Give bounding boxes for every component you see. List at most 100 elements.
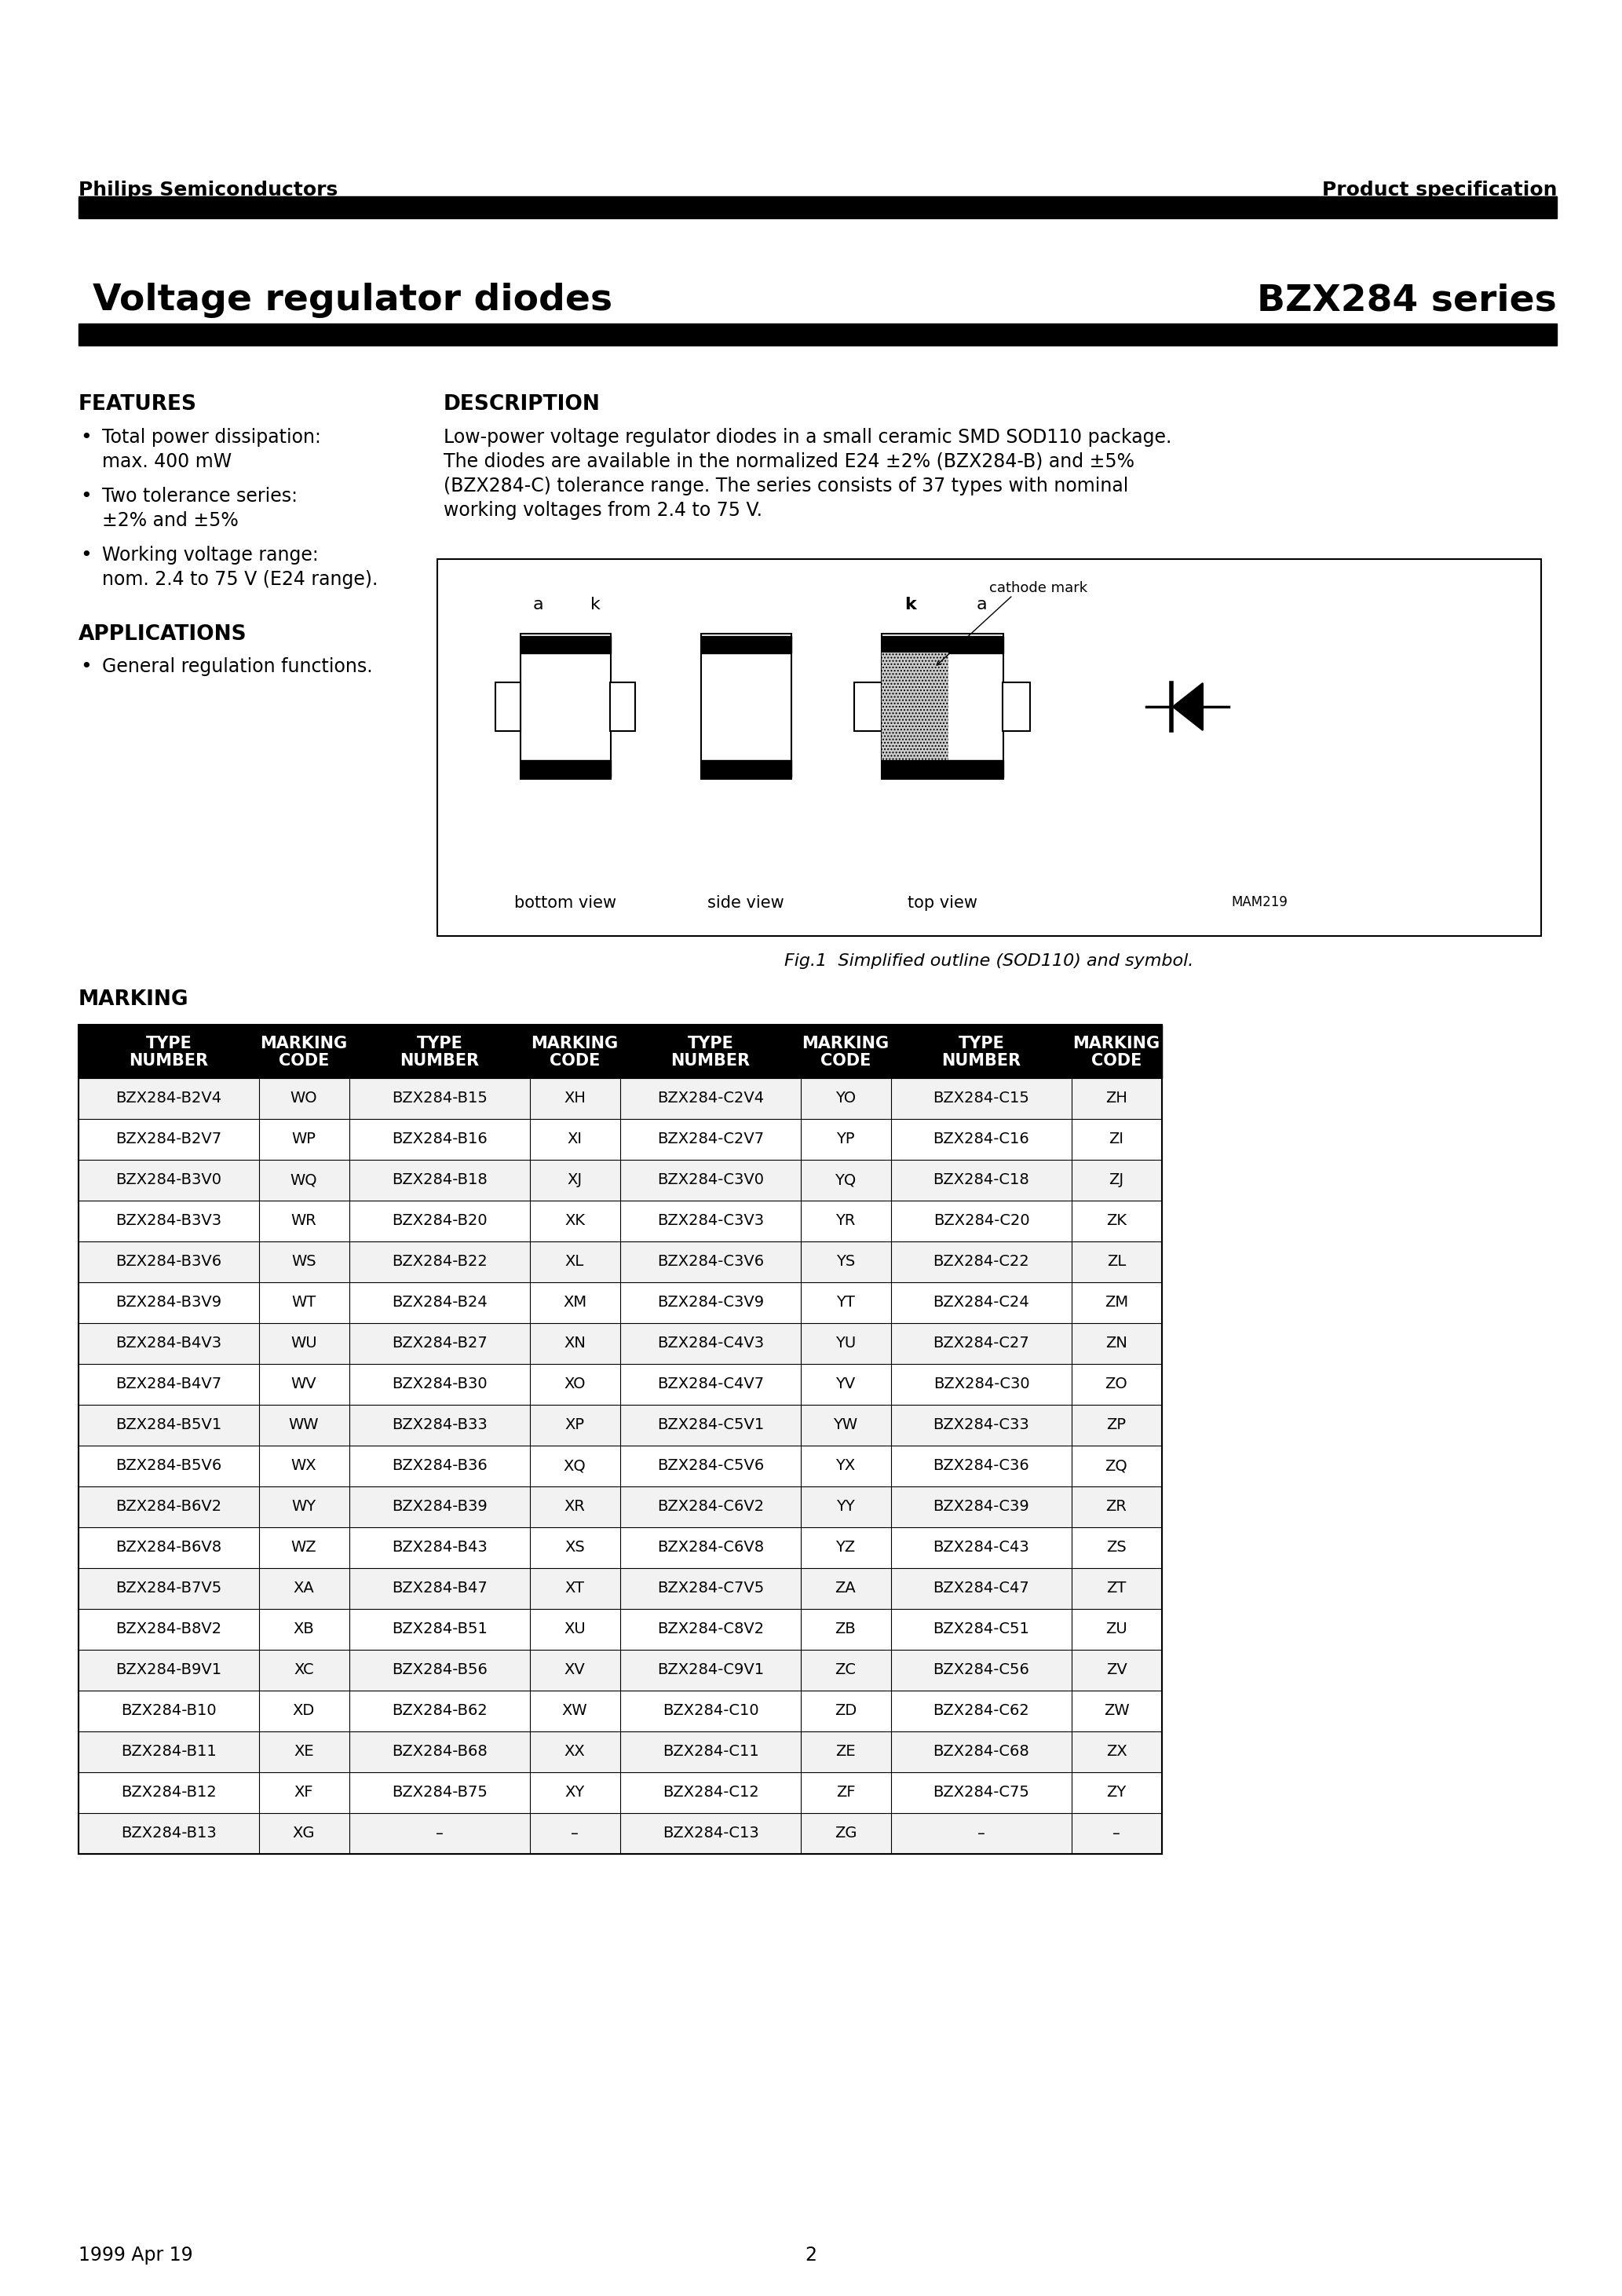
Text: WV: WV bbox=[290, 1378, 316, 1391]
Text: NUMBER: NUMBER bbox=[401, 1054, 480, 1068]
Text: CODE: CODE bbox=[1092, 1054, 1142, 1068]
Text: BZX284-C47: BZX284-C47 bbox=[933, 1582, 1030, 1596]
Text: WQ: WQ bbox=[290, 1173, 318, 1187]
Text: BZX284-B51: BZX284-B51 bbox=[393, 1621, 488, 1637]
Text: BZX284-B4V7: BZX284-B4V7 bbox=[115, 1378, 222, 1391]
Text: BZX284-C33: BZX284-C33 bbox=[933, 1417, 1030, 1433]
Text: BZX284-C4V7: BZX284-C4V7 bbox=[657, 1378, 764, 1391]
Text: ZE: ZE bbox=[835, 1745, 855, 1759]
Text: YO: YO bbox=[835, 1091, 856, 1107]
Bar bbox=[78, 1446, 1161, 1486]
Text: BZX284-B8V2: BZX284-B8V2 bbox=[115, 1621, 222, 1637]
Bar bbox=[78, 1201, 1161, 1242]
Text: XX: XX bbox=[564, 1745, 586, 1759]
Text: YZ: YZ bbox=[835, 1541, 855, 1554]
Bar bbox=[78, 1609, 1161, 1651]
Text: •: • bbox=[79, 546, 92, 565]
Text: XC: XC bbox=[294, 1662, 315, 1678]
Bar bbox=[882, 652, 949, 760]
Text: BZX284-B68: BZX284-B68 bbox=[393, 1745, 488, 1759]
Text: ZA: ZA bbox=[835, 1582, 856, 1596]
Bar bbox=[438, 560, 1541, 937]
Bar bbox=[78, 1159, 1161, 1201]
Text: top view: top view bbox=[907, 895, 976, 912]
Text: BZX284-B7V5: BZX284-B7V5 bbox=[115, 1582, 222, 1596]
Text: YR: YR bbox=[835, 1215, 855, 1228]
Text: FEATURES: FEATURES bbox=[78, 395, 196, 416]
Text: ZK: ZK bbox=[1106, 1215, 1127, 1228]
Text: ZG: ZG bbox=[834, 1825, 856, 1841]
Text: BZX284-B11: BZX284-B11 bbox=[122, 1745, 217, 1759]
Bar bbox=[701, 634, 792, 778]
Text: XN: XN bbox=[564, 1336, 586, 1350]
Text: XP: XP bbox=[564, 1417, 584, 1433]
Text: BZX284-B62: BZX284-B62 bbox=[393, 1704, 488, 1717]
Text: –: – bbox=[1113, 1825, 1121, 1841]
Text: YP: YP bbox=[837, 1132, 855, 1146]
Bar bbox=[78, 1322, 1161, 1364]
Text: TYPE: TYPE bbox=[959, 1035, 1004, 1052]
Text: ZW: ZW bbox=[1103, 1704, 1129, 1717]
Text: WP: WP bbox=[292, 1132, 316, 1146]
Bar bbox=[855, 682, 882, 730]
Text: BZX284-B27: BZX284-B27 bbox=[393, 1336, 488, 1350]
Text: BZX284-C11: BZX284-C11 bbox=[662, 1745, 759, 1759]
Text: TYPE: TYPE bbox=[146, 1035, 191, 1052]
Text: ZV: ZV bbox=[1106, 1662, 1127, 1678]
Text: YW: YW bbox=[834, 1417, 858, 1433]
Text: WX: WX bbox=[290, 1458, 316, 1474]
Text: BZX284-B4V3: BZX284-B4V3 bbox=[115, 1336, 222, 1350]
Text: MAM219: MAM219 bbox=[1231, 895, 1288, 909]
Bar bbox=[78, 1079, 1161, 1118]
Text: General regulation functions.: General regulation functions. bbox=[102, 657, 373, 675]
Bar bbox=[610, 682, 636, 730]
Text: BZX284-C30: BZX284-C30 bbox=[933, 1378, 1030, 1391]
Text: DESCRIPTION: DESCRIPTION bbox=[443, 395, 600, 416]
Text: ZB: ZB bbox=[835, 1621, 856, 1637]
Text: XL: XL bbox=[564, 1254, 584, 1270]
Text: ZS: ZS bbox=[1106, 1541, 1127, 1554]
Text: BZX284-C22: BZX284-C22 bbox=[933, 1254, 1030, 1270]
Text: •: • bbox=[79, 427, 92, 448]
Text: BZX284-B33: BZX284-B33 bbox=[393, 1417, 488, 1433]
Text: CODE: CODE bbox=[279, 1054, 329, 1068]
Text: bottom view: bottom view bbox=[514, 895, 616, 912]
Text: BZX284-C75: BZX284-C75 bbox=[933, 1786, 1030, 1800]
Text: BZX284-C27: BZX284-C27 bbox=[933, 1336, 1030, 1350]
Text: –: – bbox=[978, 1825, 985, 1841]
Text: ZO: ZO bbox=[1105, 1378, 1127, 1391]
Text: BZX284-B10: BZX284-B10 bbox=[122, 1704, 217, 1717]
Bar bbox=[882, 760, 1004, 778]
Text: BZX284-C43: BZX284-C43 bbox=[933, 1541, 1030, 1554]
Polygon shape bbox=[1173, 684, 1204, 730]
Bar bbox=[78, 1118, 1161, 1159]
Text: working voltages from 2.4 to 75 V.: working voltages from 2.4 to 75 V. bbox=[443, 501, 762, 519]
Text: BZX284-C10: BZX284-C10 bbox=[662, 1704, 759, 1717]
Text: a: a bbox=[532, 597, 543, 613]
Text: BZX284-B18: BZX284-B18 bbox=[393, 1173, 488, 1187]
Text: XD: XD bbox=[292, 1704, 315, 1717]
Bar bbox=[701, 636, 792, 654]
Text: BZX284-B43: BZX284-B43 bbox=[393, 1541, 488, 1554]
Text: ZD: ZD bbox=[834, 1704, 856, 1717]
Text: BZX284-B3V6: BZX284-B3V6 bbox=[115, 1254, 222, 1270]
Text: Philips Semiconductors: Philips Semiconductors bbox=[78, 181, 337, 200]
Text: BZX284-C20: BZX284-C20 bbox=[933, 1215, 1030, 1228]
Bar bbox=[78, 1281, 1161, 1322]
Text: –: – bbox=[436, 1825, 443, 1841]
Text: Low-power voltage regulator diodes in a small ceramic SMD SOD110 package.: Low-power voltage regulator diodes in a … bbox=[443, 427, 1171, 448]
Text: XE: XE bbox=[294, 1745, 315, 1759]
Bar bbox=[78, 1814, 1161, 1853]
Text: BZX284-B47: BZX284-B47 bbox=[393, 1582, 488, 1596]
Text: BZX284-B12: BZX284-B12 bbox=[122, 1786, 217, 1800]
Bar bbox=[882, 634, 1004, 778]
Text: TYPE: TYPE bbox=[417, 1035, 462, 1052]
Text: WZ: WZ bbox=[290, 1541, 316, 1554]
Bar bbox=[701, 760, 792, 778]
Text: ZN: ZN bbox=[1106, 1336, 1127, 1350]
Text: XJ: XJ bbox=[568, 1173, 582, 1187]
Text: YQ: YQ bbox=[835, 1173, 856, 1187]
Text: XQ: XQ bbox=[563, 1458, 586, 1474]
Text: BZX284-C62: BZX284-C62 bbox=[933, 1704, 1030, 1717]
Text: BZX284-C15: BZX284-C15 bbox=[933, 1091, 1030, 1107]
